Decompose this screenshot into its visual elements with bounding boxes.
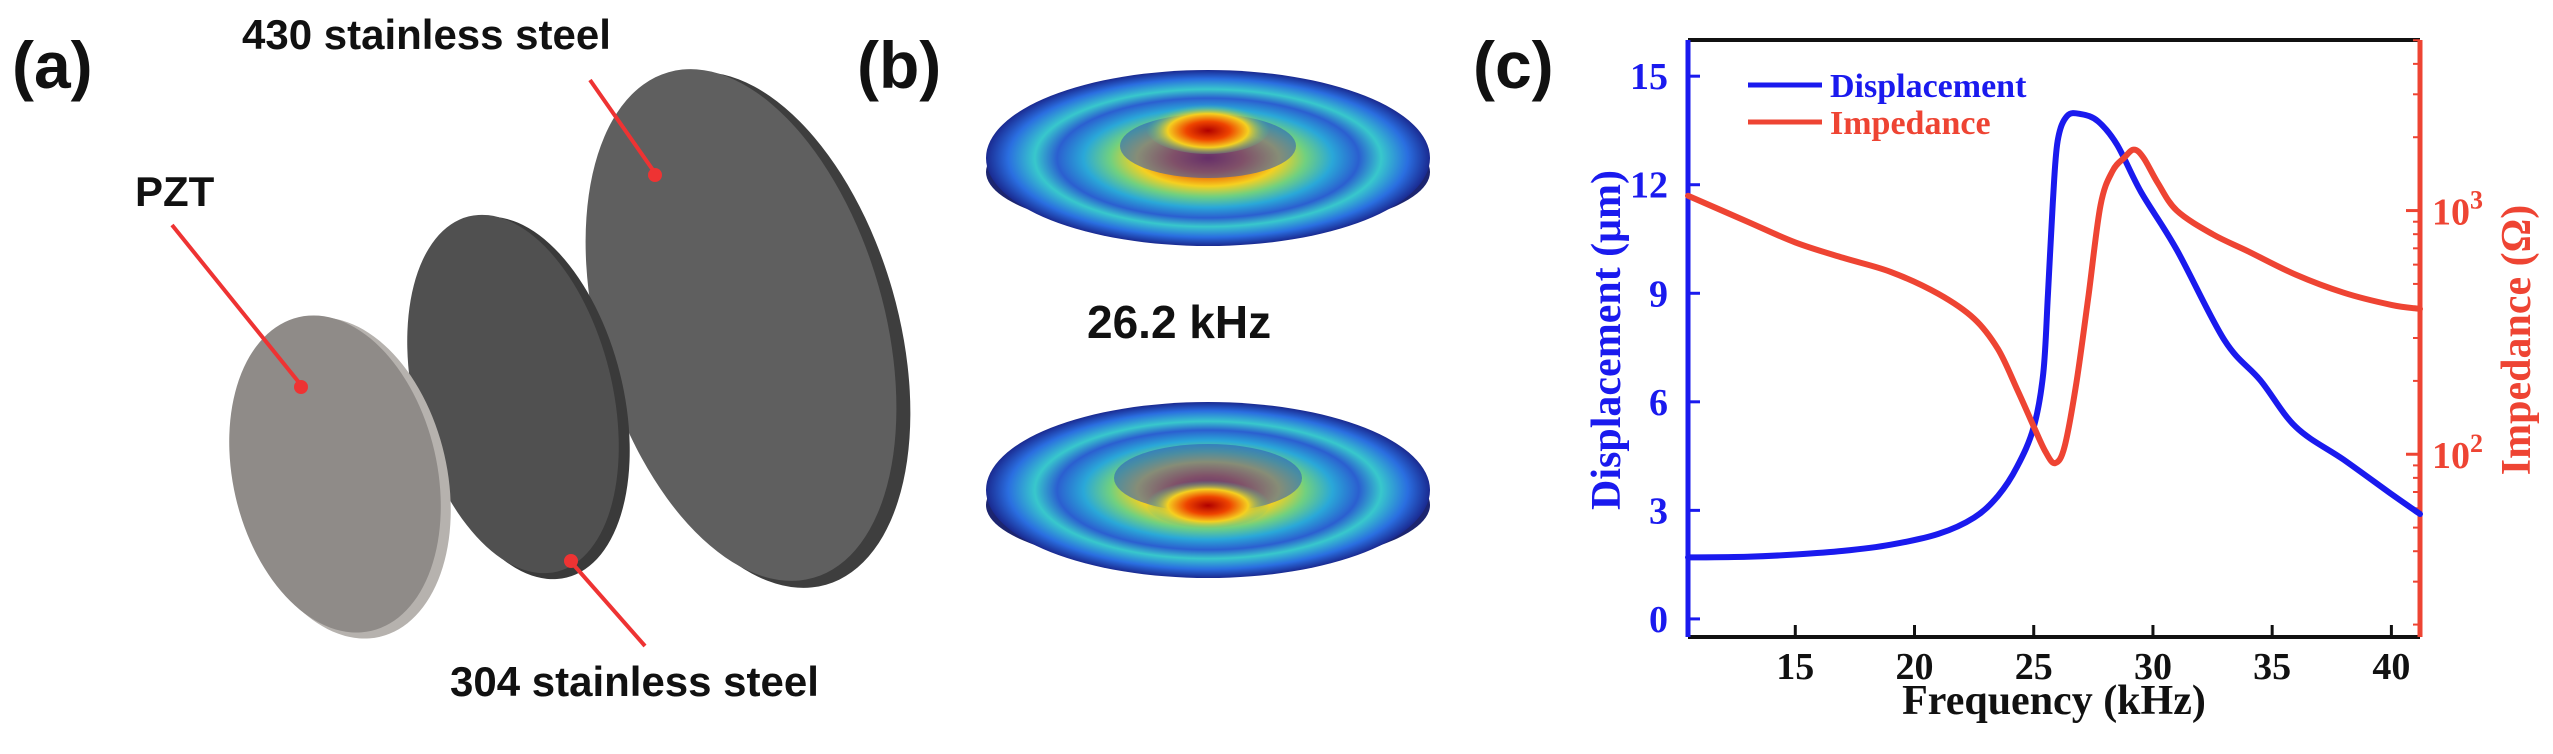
y-left-ticks: 0 3 6 9 12 15 <box>1630 56 1700 641</box>
callout-line-pzt <box>170 223 303 387</box>
series-line-impedance <box>1685 146 2423 467</box>
panel-b-label: (b) <box>857 28 941 102</box>
y-right-tick-label: 103 <box>2432 186 2483 234</box>
x-tick-label: 40 <box>2372 646 2410 688</box>
callout-line-430 <box>588 78 657 175</box>
y-left-tick-label: 9 <box>1649 273 1668 315</box>
y-right-tick-exponent: 2 <box>2470 429 2483 458</box>
callout-304-stainless-steel: 304 stainless steel <box>450 658 819 705</box>
callout-dot-pzt <box>294 380 308 394</box>
y-left-tick-label: 0 <box>1649 599 1668 641</box>
series-line-displacement <box>1685 110 2423 561</box>
legend: Displacement Impedance <box>1748 68 2027 142</box>
y-left-tick-label: 15 <box>1630 56 1668 98</box>
panel-a: (a) 430 stainless steel PZT 304 stainles… <box>12 11 911 705</box>
x-tick-label: 25 <box>2015 646 2053 688</box>
y-right-tick-label: 102 <box>2432 429 2483 477</box>
callout-dot-430 <box>648 168 662 182</box>
y-left-tick-label: 3 <box>1649 490 1668 532</box>
x-axis-title: Frequency (kHz) <box>1902 678 2206 724</box>
callout-pzt: PZT <box>135 168 215 215</box>
y-right-tick-base: 10 <box>2432 435 2470 477</box>
callout-dot-304 <box>564 554 578 568</box>
x-tick-label: 15 <box>1776 646 1814 688</box>
panel-b: (b) 26.2 kHz <box>857 28 1430 578</box>
disc-304-stainless-steel <box>407 214 630 580</box>
callout-430-stainless-steel: 430 stainless steel <box>242 11 611 58</box>
legend-label-impedance: Impedance <box>1830 105 1991 142</box>
y-left-tick-label: 12 <box>1630 165 1668 207</box>
y-left-tick-label: 6 <box>1649 382 1668 424</box>
y-right-tick-exponent: 3 <box>2470 186 2483 215</box>
x-tick-label: 35 <box>2253 646 2291 688</box>
frequency-label: 26.2 kHz <box>1087 296 1271 348</box>
x-tick-label: 30 <box>2134 646 2172 688</box>
plot-frame <box>1685 38 2423 639</box>
mode-shape-top <box>986 70 1430 246</box>
mode-shape-bottom <box>986 402 1430 578</box>
legend-label-displacement: Displacement <box>1830 68 2027 105</box>
y-right-tick-base: 10 <box>2432 192 2470 234</box>
callout-line-304 <box>570 561 647 648</box>
y-axis-left-title: Displacement (μm) <box>1584 170 1630 510</box>
series-layer <box>1685 110 2423 561</box>
x-tick-label: 20 <box>1896 646 1934 688</box>
y-axis-right-title: Impedance (Ω) <box>2494 205 2540 475</box>
disc-pzt <box>229 315 451 639</box>
panel-a-label: (a) <box>12 28 93 102</box>
disc-430-stainless-steel <box>585 69 911 588</box>
x-ticks: 15 20 25 30 35 40 <box>1776 625 2410 688</box>
panel-c-label: (c) <box>1473 28 1554 102</box>
